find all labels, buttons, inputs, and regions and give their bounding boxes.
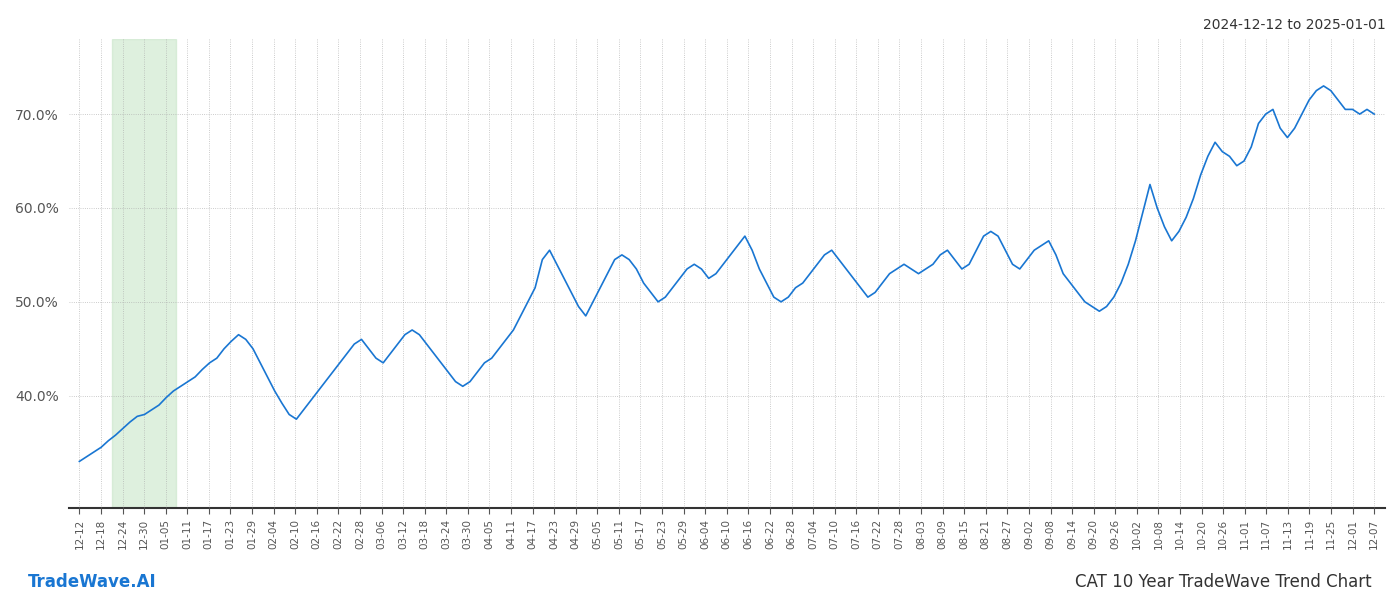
Text: 2024-12-12 to 2025-01-01: 2024-12-12 to 2025-01-01	[1203, 18, 1386, 32]
Text: CAT 10 Year TradeWave Trend Chart: CAT 10 Year TradeWave Trend Chart	[1075, 573, 1372, 591]
Text: TradeWave.AI: TradeWave.AI	[28, 573, 157, 591]
Bar	[112, 39, 176, 508]
